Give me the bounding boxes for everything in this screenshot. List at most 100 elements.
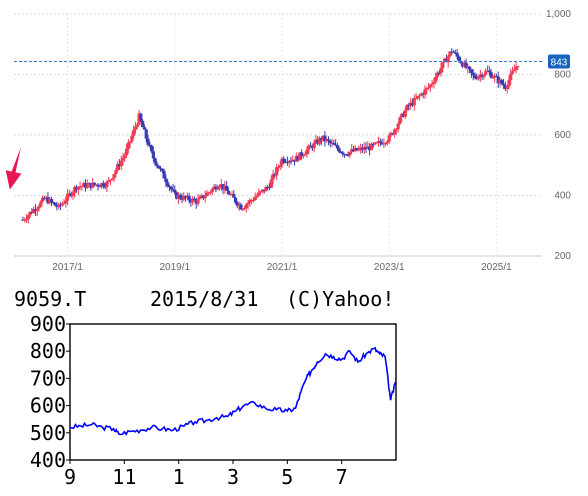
candle-body <box>223 185 227 190</box>
candle-body <box>53 202 57 206</box>
candle-body <box>287 160 291 163</box>
candle-body <box>24 219 29 221</box>
candle-body <box>500 79 504 84</box>
top-chart-x-labels: 2017/1 2019/1 2021/1 2023/1 2025/1 <box>52 262 512 273</box>
candle-body <box>208 191 213 193</box>
date-label: 2015/8/31 <box>150 287 258 311</box>
pointer-arrow-icon <box>5 146 22 190</box>
top-x-tick-label: 2021/1 <box>267 262 298 273</box>
candle-body <box>112 174 116 179</box>
candle-body <box>42 197 46 200</box>
candle-body <box>132 129 136 136</box>
candle-body <box>162 170 166 179</box>
candle-body <box>325 139 329 142</box>
candle-body <box>137 113 141 125</box>
top-chart-y-labels: 1,000 800 600 400 200 <box>546 9 571 262</box>
candle-body <box>489 72 493 78</box>
bottom-y-tick-label: 500 <box>30 421 66 445</box>
candle-body <box>455 52 459 57</box>
candle-body <box>82 183 86 187</box>
candle-body <box>326 139 331 141</box>
candle-body <box>230 193 234 195</box>
candle-body <box>198 196 202 200</box>
candle-body <box>242 208 247 210</box>
candle-body <box>151 151 155 159</box>
candle-body <box>160 168 164 171</box>
bottom-y-tick-label: 600 <box>30 394 66 418</box>
candle-body <box>317 138 322 144</box>
candle-body <box>266 187 270 189</box>
candle-body <box>367 146 372 151</box>
candle-body <box>398 117 402 124</box>
candle-body <box>419 93 423 96</box>
candle-body <box>91 182 95 188</box>
candle-body <box>149 145 154 152</box>
candle-body <box>69 193 73 196</box>
candle-body <box>425 87 429 90</box>
candle-body <box>76 186 80 190</box>
candle-body <box>119 160 123 167</box>
candle-body <box>275 167 279 176</box>
candle-body <box>239 204 243 210</box>
candle-body <box>471 73 475 76</box>
candle-body <box>371 143 375 145</box>
candle-body <box>303 154 307 156</box>
candle-body <box>255 195 259 198</box>
candle-body <box>514 66 518 70</box>
candle-body <box>300 152 304 157</box>
candle-body <box>307 145 311 150</box>
candle-body <box>28 211 32 216</box>
candle-body <box>32 209 36 213</box>
candle-body <box>285 161 289 163</box>
candle-body <box>258 191 263 193</box>
candle-body <box>121 157 125 161</box>
candle-body <box>482 74 486 78</box>
bottom-y-tick-label: 700 <box>30 366 66 390</box>
candle-body <box>107 180 111 182</box>
candle-body <box>428 84 432 88</box>
candle-body <box>117 164 122 167</box>
candle-body <box>46 197 50 204</box>
top-y-tick-label: 400 <box>554 191 571 202</box>
candle-body <box>205 192 209 197</box>
bottom-y-tick-label: 800 <box>30 339 66 363</box>
candle-body <box>376 141 381 143</box>
candle-body <box>466 66 470 68</box>
candle-body <box>342 154 347 156</box>
candle-body <box>334 144 338 146</box>
candle-body <box>332 143 336 145</box>
candle-body <box>323 135 327 142</box>
candle-body <box>164 178 168 183</box>
bottom-y-tick-label: 900 <box>30 312 66 336</box>
candle-body <box>443 58 447 62</box>
candle-body <box>437 72 441 74</box>
bottom-x-tick-label: 3 <box>227 465 239 489</box>
candle-body <box>360 147 365 151</box>
candle-body <box>173 189 177 193</box>
candle-body <box>450 51 454 53</box>
candle-body <box>105 181 109 187</box>
candle-body <box>192 198 197 201</box>
candle-body <box>166 182 170 187</box>
candle-body <box>476 76 481 79</box>
candle-body <box>174 192 179 199</box>
candle-body <box>430 83 434 85</box>
candle-body <box>396 123 400 130</box>
candle-body <box>501 83 506 86</box>
current-price-marker: 843 <box>14 54 570 69</box>
candle-body <box>73 186 77 193</box>
candle-body <box>382 143 386 145</box>
top-x-tick-label: 2017/1 <box>52 262 83 273</box>
candle-body <box>319 138 323 141</box>
candle-body <box>251 200 256 202</box>
candle-body <box>232 193 236 198</box>
candle-body <box>350 149 354 152</box>
bottom-x-tick-label: 5 <box>281 465 293 489</box>
arrow-shape <box>5 146 22 190</box>
candle-body <box>348 151 352 156</box>
candle-body <box>505 86 509 89</box>
candle-body <box>191 198 195 203</box>
candle-body <box>260 189 264 192</box>
candle-body <box>153 158 157 164</box>
bottom-x-tick-label: 7 <box>336 465 348 489</box>
